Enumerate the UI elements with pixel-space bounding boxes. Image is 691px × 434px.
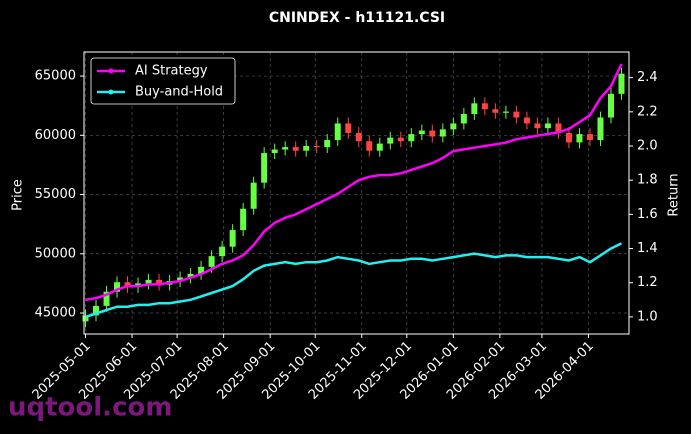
candle-body <box>198 266 205 274</box>
legend-label: AI Strategy <box>135 64 208 79</box>
y2-tick-label: 2.0 <box>637 139 658 154</box>
legend-label: Buy-and-Hold <box>135 85 223 100</box>
candle-body <box>418 130 425 135</box>
candle-body <box>523 117 530 124</box>
candle-body <box>282 147 289 150</box>
candle-body <box>208 256 215 267</box>
candle-body <box>145 279 152 284</box>
candle-body <box>124 282 131 287</box>
y-tick-label: 45000 <box>35 306 76 321</box>
candle-body <box>429 130 436 137</box>
y2-tick-label: 2.2 <box>637 104 658 119</box>
candle-body <box>82 315 89 322</box>
legend-marker <box>108 89 114 95</box>
candle-body <box>93 305 100 316</box>
candle-body <box>481 103 488 110</box>
candle-body <box>408 134 415 142</box>
series-line <box>85 63 623 302</box>
candle-body <box>103 291 110 306</box>
y2-tick-label: 2.4 <box>637 70 658 85</box>
candle-body <box>261 153 268 183</box>
candle-body <box>607 93 614 118</box>
y2-tick-label: 1.4 <box>637 241 658 256</box>
y2-tick-label: 1.8 <box>637 173 658 188</box>
candle-body <box>618 73 625 94</box>
y2-tick-label: 1.6 <box>637 207 658 222</box>
candle-body <box>345 123 352 133</box>
candle-body <box>303 145 310 151</box>
chart-title: CNINDEX - h11121.CSI <box>269 10 445 26</box>
candle-body <box>313 145 320 148</box>
candle-body <box>271 149 278 154</box>
candle-body <box>544 123 551 129</box>
y-tick-label: 65000 <box>35 69 76 84</box>
candle-body <box>586 134 593 141</box>
candle-body <box>250 182 257 209</box>
candle-body <box>439 129 446 137</box>
candle-body <box>565 132 572 143</box>
candle-body <box>376 143 383 151</box>
candle-body <box>156 279 163 285</box>
candle-body <box>397 137 404 142</box>
y2-tick-label: 1.0 <box>637 309 658 324</box>
candle-body <box>177 277 184 282</box>
candle-body <box>387 137 394 144</box>
candle-body <box>450 123 457 130</box>
candle-body <box>555 123 562 133</box>
candle-body <box>502 111 509 113</box>
y-tick-label: 60000 <box>35 128 76 143</box>
y-tick-label: 50000 <box>35 246 76 261</box>
candle-body <box>355 132 362 142</box>
y2-tick-label: 1.2 <box>637 275 658 290</box>
candle-body <box>597 117 604 141</box>
candle-body <box>292 147 299 151</box>
candle-body <box>366 141 373 151</box>
candle-body <box>576 134 583 143</box>
candle-body <box>219 246 226 257</box>
candle-body <box>513 111 520 118</box>
y-axis-label: Price <box>11 179 26 211</box>
series-line <box>85 242 623 319</box>
legend-box <box>90 57 236 105</box>
candle-body <box>114 282 121 292</box>
candle-body <box>334 123 341 141</box>
candle-body <box>460 113 467 124</box>
candle-body <box>240 208 247 231</box>
candle-body <box>492 109 499 113</box>
y2-axis-label: Return <box>667 173 682 216</box>
candle-body <box>187 273 194 278</box>
candle-body <box>534 123 541 129</box>
y-tick-label: 55000 <box>35 187 76 202</box>
plot-frame <box>83 51 630 335</box>
legend-marker <box>108 68 114 74</box>
watermark: uqtool.com <box>8 393 172 423</box>
candle-body <box>324 140 331 148</box>
candle-body <box>471 103 478 114</box>
candle-body <box>229 230 236 247</box>
